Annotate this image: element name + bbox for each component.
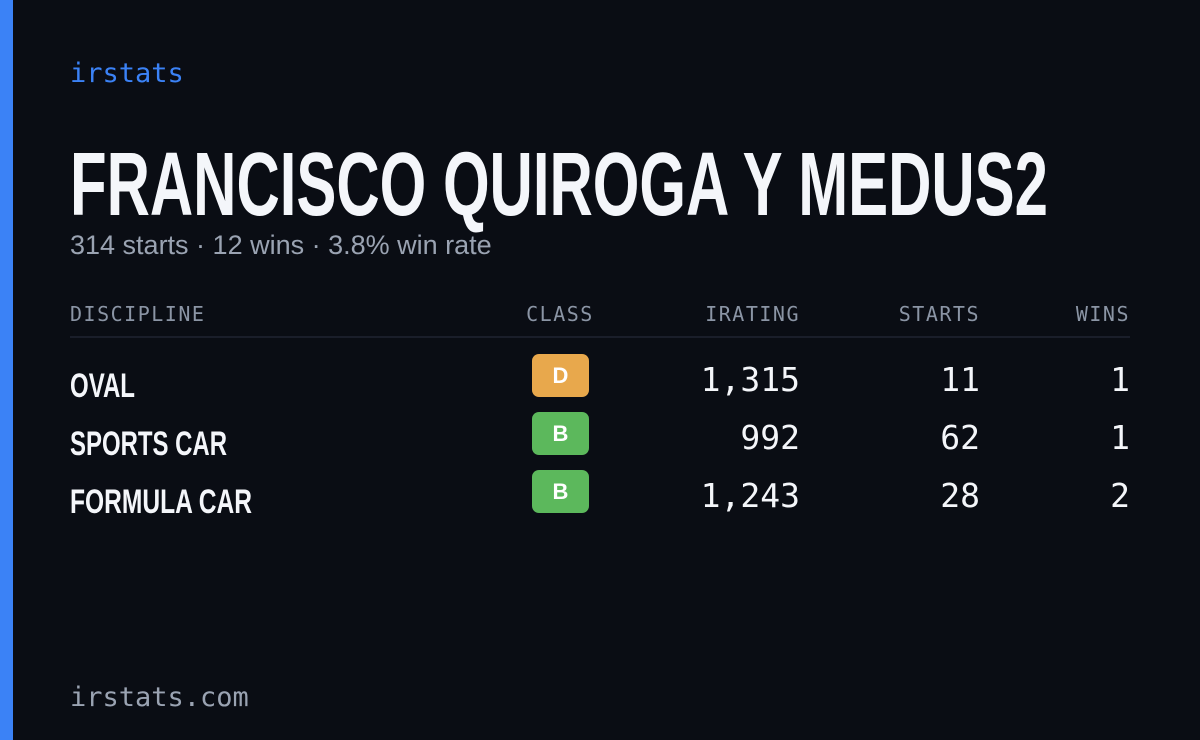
wins: 1	[1110, 418, 1130, 457]
starts: 11	[940, 360, 980, 399]
accent-bar	[0, 0, 13, 740]
irating: 1,243	[701, 476, 800, 515]
starts: 62	[940, 418, 980, 457]
column-header: CLASS	[526, 302, 594, 326]
irating: 1,315	[701, 360, 800, 399]
discipline: OVAL	[70, 367, 135, 405]
discipline: FORMULA CAR	[70, 483, 252, 521]
column-header: STARTS	[899, 302, 980, 326]
class-letter: D	[553, 363, 569, 388]
column-header: DISCIPLINE	[70, 302, 205, 326]
brand: irstats	[70, 58, 184, 89]
wins: 1	[1110, 360, 1130, 399]
class-letter: B	[553, 479, 569, 504]
class-letter: B	[553, 421, 569, 446]
wins: 2	[1110, 476, 1130, 515]
column-header: IRATING	[705, 302, 800, 326]
starts: 28	[940, 476, 980, 515]
footer-url: irstats.com	[70, 682, 249, 713]
class-badge	[532, 354, 589, 397]
summary: 314 starts · 12 wins · 3.8% win rate	[70, 230, 492, 260]
discipline: SPORTS CAR	[70, 425, 227, 463]
irating: 992	[740, 418, 800, 457]
class-badge	[532, 412, 589, 455]
player-name: FRANCISCO QUIROGA Y MEDUS2	[70, 135, 1048, 235]
column-header: WINS	[1076, 302, 1130, 326]
class-badge	[532, 470, 589, 513]
